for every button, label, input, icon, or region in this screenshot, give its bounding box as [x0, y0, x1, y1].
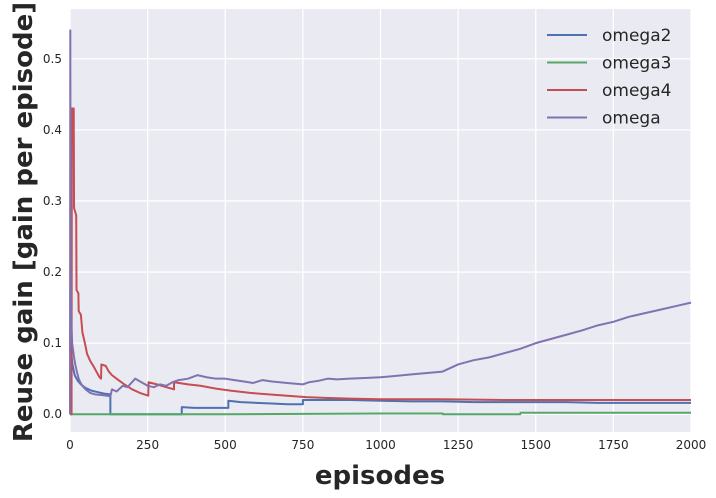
series-lines: [69, 29, 692, 416]
x-tick-label: 1500: [520, 438, 551, 452]
y-tick-label: 0.2: [43, 265, 62, 279]
x-tick-label: 0: [66, 438, 74, 452]
y-axis-ticks: 0.0 0.1 0.2 0.3 0.4 0.5: [43, 52, 62, 421]
x-axis-title: episodes: [315, 461, 445, 491]
y-axis-title: Reuse gain [gain per episode]: [9, 2, 39, 442]
legend-label-omega4: omega4: [602, 81, 671, 101]
x-tick-label: 250: [136, 438, 159, 452]
legend-label-omega2: omega2: [602, 26, 671, 46]
x-tick-label: 750: [291, 438, 314, 452]
series-line-omega3: [70, 411, 691, 416]
y-tick-label: 0.1: [43, 336, 62, 350]
x-tick-label: 2000: [676, 438, 707, 452]
legend-label-omega3: omega3: [602, 54, 671, 74]
y-tick-label: 0.4: [43, 123, 62, 137]
legend-label-omega: omega: [602, 109, 661, 129]
x-tick-label: 1250: [443, 438, 474, 452]
y-tick-label: 0.3: [43, 194, 62, 208]
x-axis-ticks: 0 250 500 750 1000 1250 1500 1750 2000: [66, 438, 706, 452]
x-tick-label: 1750: [598, 438, 629, 452]
y-tick-label: 0.5: [43, 52, 62, 66]
x-tick-label: 500: [214, 438, 237, 452]
x-tick-label: 1000: [365, 438, 396, 452]
y-tick-label: 0.0: [43, 407, 62, 421]
series-line-omega: [69, 29, 692, 415]
legend: omega2 omega3 omega4 omega: [547, 26, 671, 129]
